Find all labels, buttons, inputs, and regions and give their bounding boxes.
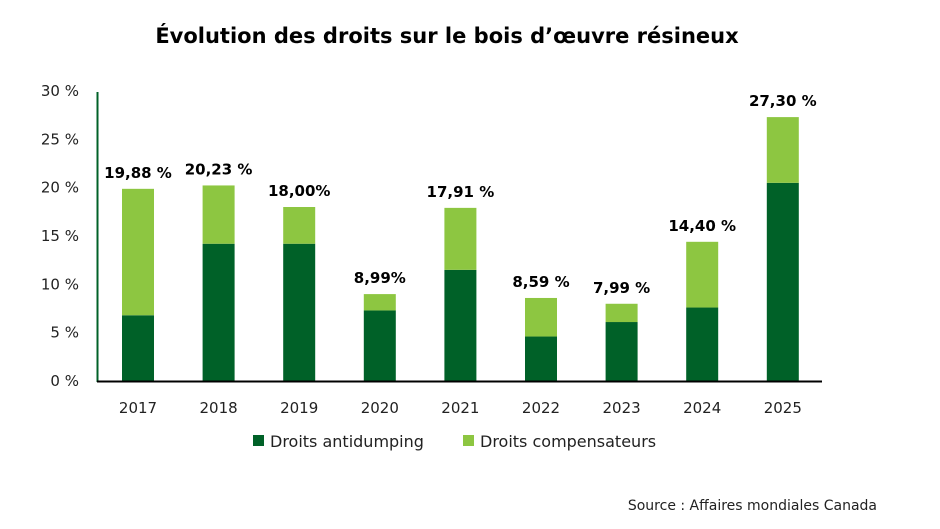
bar-antidumping-2024	[686, 307, 719, 381]
data-label-2022: 8,59 %	[512, 273, 569, 291]
legend-label-antidumping: Droits antidumping	[270, 432, 424, 451]
data-label-2024: 14,40 %	[668, 217, 736, 235]
x-tick-label: 2019	[280, 399, 318, 417]
y-tick-label: 0 %	[50, 372, 79, 390]
bar-antidumping-2022	[525, 336, 557, 381]
y-tick-label: 30 %	[41, 82, 79, 100]
x-tick-label: 2017	[119, 399, 157, 417]
x-tick-label: 2023	[603, 399, 641, 417]
data-label-2019: 18,00%	[268, 182, 330, 200]
chart-title: Évolution des droits sur le bois d’œuvre…	[155, 23, 739, 48]
legend-swatch-compensateurs	[463, 435, 474, 446]
x-tick-label: 2018	[200, 399, 238, 417]
bar-compensateurs-2025	[766, 117, 799, 183]
data-label-2018: 20,23 %	[185, 160, 253, 178]
bar-compensateurs-2017	[122, 188, 154, 316]
bar-compensateurs-2019	[283, 207, 316, 244]
x-axis-ticks: 2017 2018 2019 2020 2021 2022 2023 2024 2025	[119, 399, 802, 417]
bar-compensateurs-2024	[686, 241, 719, 308]
x-tick-label: 2025	[764, 399, 802, 417]
x-tick-label: 2021	[441, 399, 479, 417]
bar-compensateurs-2018	[202, 185, 235, 244]
bar-compensateurs-2021	[444, 207, 477, 270]
legend-swatch-antidumping	[253, 435, 264, 446]
data-label-2020: 8,99%	[354, 269, 406, 287]
y-axis-ticks: 0 % 5 % 10 % 15 % 20 % 25 % 30 %	[41, 82, 79, 390]
data-label-2017: 19,88 %	[104, 164, 172, 182]
source-note: Source : Affaires mondiales Canada	[628, 498, 877, 514]
bar-antidumping-2017	[122, 315, 154, 381]
bar-antidumping-2019	[283, 243, 316, 381]
bar-antidumping-2020	[363, 310, 396, 381]
bar-compensateurs-2023	[605, 303, 638, 323]
y-tick-label: 20 %	[41, 179, 79, 197]
legend-label-compensateurs: Droits compensateurs	[480, 432, 656, 451]
bar-compensateurs-2020	[363, 294, 396, 311]
bar-antidumping-2021	[444, 269, 477, 381]
y-tick-label: 25 %	[41, 130, 79, 148]
data-label-2025: 27,30 %	[749, 92, 817, 110]
y-tick-label: 5 %	[50, 324, 79, 342]
legend: Droits antidumping Droits compensateurs	[253, 432, 656, 451]
data-label-2023: 7,99 %	[593, 279, 650, 297]
y-tick-label: 10 %	[41, 275, 79, 293]
bar-antidumping-2018	[202, 243, 235, 381]
bar-antidumping-2025	[766, 182, 799, 381]
bar-antidumping-2023	[605, 322, 638, 381]
x-tick-label: 2022	[522, 399, 560, 417]
x-tick-label: 2020	[361, 399, 399, 417]
bar-compensateurs-2022	[525, 297, 557, 337]
y-tick-label: 15 %	[41, 227, 79, 245]
data-labels: 19,88 % 20,23 % 18,00% 8,99% 17,91 % 8,59 % 7,…	[104, 92, 817, 297]
bars	[122, 117, 799, 381]
data-label-2021: 17,91 %	[427, 183, 495, 201]
x-tick-label: 2024	[683, 399, 721, 417]
